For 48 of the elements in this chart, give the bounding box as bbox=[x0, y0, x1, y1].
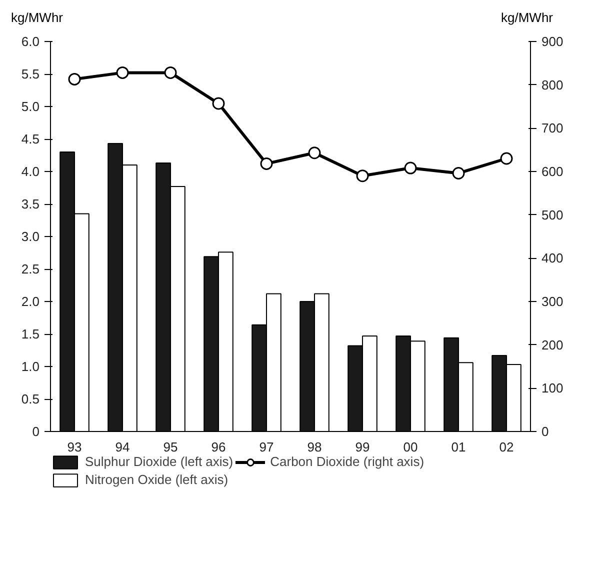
y2-tick-label: 300 bbox=[542, 294, 564, 309]
point bbox=[116, 66, 129, 78]
x-tick-label: 95 bbox=[163, 439, 178, 454]
y2-tick-label: 400 bbox=[542, 250, 564, 266]
x-tick-label: 00 bbox=[403, 439, 418, 454]
x-tick-label: 99 bbox=[355, 439, 370, 454]
y-axis-title: kg/MWhr bbox=[11, 9, 63, 27]
legend-label: Nitrogen Oxide (left axis) bbox=[85, 472, 228, 488]
y-tick-label: 4.5 bbox=[21, 131, 40, 146]
y2-tick-label: 0 bbox=[542, 424, 549, 439]
x-tick-label: 96 bbox=[211, 439, 226, 454]
legend-label: Carbon Dioxide (right axis) bbox=[270, 454, 424, 470]
point bbox=[404, 161, 417, 174]
y-tick-label: 1.5 bbox=[21, 326, 40, 342]
y-tick-label: 3.0 bbox=[21, 228, 40, 244]
point bbox=[212, 96, 225, 110]
y2-tick-label: 900 bbox=[542, 34, 564, 49]
y2-tick-label: 700 bbox=[542, 120, 564, 136]
y2-tick-label: 100 bbox=[542, 380, 564, 396]
point bbox=[164, 66, 177, 78]
point bbox=[356, 169, 369, 182]
y2-tick-label: 600 bbox=[542, 164, 564, 179]
x-tick-label: 94 bbox=[115, 439, 130, 454]
y-tick-label: 2.0 bbox=[21, 294, 40, 309]
point bbox=[452, 166, 465, 180]
y2-axis-title: kg/MWhr bbox=[501, 9, 553, 27]
y-tick-label: 1.0 bbox=[21, 358, 40, 374]
x-tick-label: 97 bbox=[259, 439, 274, 454]
x-tick-label: 02 bbox=[499, 439, 514, 454]
y-tick-label: 5.5 bbox=[21, 66, 40, 82]
x-tick-label: 98 bbox=[307, 439, 322, 454]
point bbox=[308, 146, 321, 159]
point bbox=[260, 157, 273, 170]
y-tick-label: 2.5 bbox=[21, 261, 40, 276]
y-tick-label: 3.5 bbox=[21, 196, 40, 212]
y-tick-label: 4.0 bbox=[21, 164, 40, 179]
y2-tick-label: 500 bbox=[542, 206, 564, 222]
point bbox=[68, 72, 81, 85]
y2-tick-label: 800 bbox=[542, 76, 564, 92]
y-tick-label: 5.0 bbox=[21, 98, 40, 114]
x-tick-label: 93 bbox=[67, 439, 82, 454]
y-tick-label: 0 bbox=[32, 424, 40, 439]
y-tick-label: 6.0 bbox=[21, 34, 40, 49]
point bbox=[500, 152, 513, 164]
y-tick-label: 0.5 bbox=[21, 391, 40, 406]
y2-tick-label: 200 bbox=[542, 336, 564, 352]
legend-label: Sulphur Dioxide (left axis) bbox=[85, 454, 234, 470]
x-tick-label: 01 bbox=[451, 439, 466, 454]
